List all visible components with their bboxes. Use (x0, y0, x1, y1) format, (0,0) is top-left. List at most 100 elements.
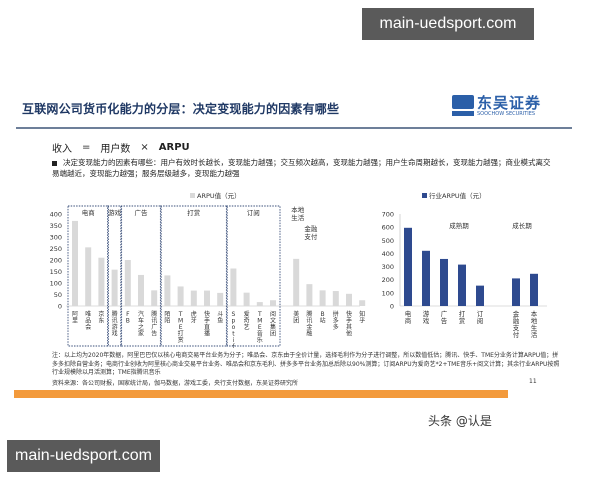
svg-text:里: 里 (72, 318, 78, 325)
svg-text:唯: 唯 (85, 310, 91, 318)
svg-text:播: 播 (204, 330, 210, 338)
svg-text:本地: 本地 (291, 205, 305, 214)
svg-text:400: 400 (382, 250, 394, 258)
bullet-point: 决定变现能力的因素有哪些：用户有效时长越长，变现能力越强；交互频次越高，变现能力… (52, 157, 552, 179)
svg-text:350: 350 (50, 222, 62, 230)
group-box-游戏 (107, 205, 123, 347)
xlabel-4: 订阅 (477, 310, 484, 325)
bar-汽车之家 (138, 274, 144, 306)
svg-text:陌: 陌 (164, 317, 170, 325)
svg-text:腾: 腾 (151, 310, 157, 318)
svg-text:打: 打 (178, 330, 184, 338)
formula-eq: = (82, 142, 91, 153)
svg-text:融: 融 (306, 330, 312, 338)
xlabel-7: 陌陌 (164, 310, 170, 325)
bar-B站 (319, 290, 326, 306)
author-attribution: 头条 @认是 (428, 414, 492, 428)
svg-text:T: T (257, 311, 262, 318)
svg-text:手: 手 (346, 317, 352, 325)
svg-text:300: 300 (50, 234, 62, 242)
bar-TME音乐 (256, 302, 263, 306)
svg-text:斗: 斗 (217, 311, 223, 318)
bar-Spotify (230, 268, 237, 306)
svg-text:T: T (178, 311, 183, 318)
logo-en: SOOCHOW SECURITIES (477, 111, 536, 117)
logo-cn: 东吴证券 (477, 94, 542, 112)
svg-text:500: 500 (382, 237, 394, 245)
xlabel-21: 知乎 (359, 310, 365, 325)
svg-text:0: 0 (58, 303, 62, 311)
svg-text:音: 音 (257, 330, 263, 338)
formula-users: 用户数 (100, 144, 131, 155)
svg-text:团: 团 (293, 318, 299, 325)
svg-text:600: 600 (382, 224, 394, 232)
bar-陌陌 (164, 275, 171, 306)
svg-text:讯: 讯 (306, 317, 312, 325)
orange-footer-bar (14, 390, 508, 398)
xlabel-11: 斗鱼 (217, 311, 223, 325)
svg-text:告: 告 (151, 330, 157, 338)
svg-text:鱼: 鱼 (217, 317, 223, 325)
group-label: 广告 (135, 208, 149, 217)
bar-本地生活 (530, 273, 538, 306)
svg-text:t: t (232, 331, 235, 338)
bar-美团 (293, 258, 300, 306)
svg-text:讯: 讯 (151, 317, 157, 325)
svg-text:手: 手 (204, 317, 210, 325)
svg-text:成长期: 成长期 (512, 221, 532, 230)
slide-title: 互联网公司货币化能力的分层：决定变现能力的因素有哪些 (22, 102, 340, 116)
formula-times: × (140, 142, 149, 153)
group-label: 打赏 (187, 208, 201, 217)
svg-text:打: 打 (459, 309, 466, 318)
logo-mark-icon (452, 95, 474, 117)
svg-text:品: 品 (85, 318, 91, 325)
xlabel-0: 电商 (405, 309, 412, 325)
svg-text:E: E (179, 324, 183, 331)
svg-text:集: 集 (270, 323, 276, 331)
svg-text:f: f (232, 344, 235, 349)
soochow-logo: 东吴证券 SOOCHOW SECURITIES (452, 95, 541, 117)
svg-text:金融: 金融 (304, 224, 318, 233)
svg-text:汽: 汽 (138, 310, 144, 318)
svg-text:B: B (126, 318, 130, 325)
svg-text:之: 之 (138, 323, 144, 331)
svg-text:100: 100 (382, 289, 394, 297)
svg-text:300: 300 (382, 263, 394, 271)
svg-text:阅: 阅 (477, 317, 484, 325)
svg-text:广: 广 (441, 309, 448, 318)
xlabel-12: Spotify (231, 311, 235, 348)
bar-唯品会 (85, 247, 92, 306)
svg-text:车: 车 (138, 317, 144, 325)
page-number: 11 (529, 378, 537, 385)
bar-腾讯金融 (306, 284, 313, 306)
svg-text:B: B (321, 311, 325, 318)
bar-打赏 (458, 264, 466, 306)
xlabel-2: 广告 (441, 309, 448, 325)
bar-订阅 (476, 285, 484, 306)
svg-text:200: 200 (382, 276, 394, 284)
svg-text:成熟期: 成熟期 (449, 221, 469, 230)
svg-text:戏: 戏 (423, 316, 430, 325)
svg-text:团: 团 (270, 331, 276, 338)
svg-text:腾: 腾 (112, 310, 118, 318)
svg-text:会: 会 (85, 323, 91, 331)
svg-text:E: E (258, 324, 262, 331)
svg-text:乎: 乎 (359, 317, 365, 325)
xlabel-14: TME音乐 (257, 311, 263, 344)
svg-text:游: 游 (112, 323, 118, 331)
watermark-bottom: main-uedsport.com (7, 440, 160, 472)
svg-text:本: 本 (531, 309, 538, 318)
svg-text:广: 广 (151, 323, 157, 331)
title-divider (16, 127, 572, 129)
bar-腾讯广告 (151, 290, 158, 306)
bar-阅文集团 (270, 300, 276, 306)
